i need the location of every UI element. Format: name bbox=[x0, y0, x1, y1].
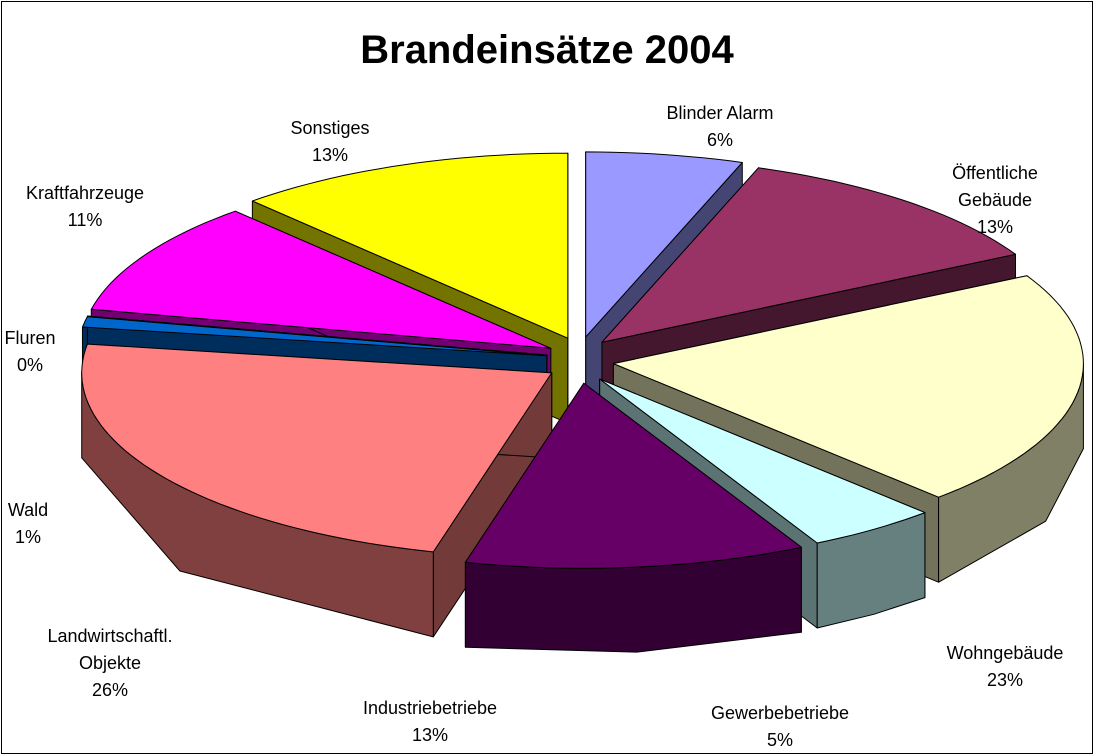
pie-slice bbox=[81, 343, 553, 638]
slice-label: Industriebetriebe bbox=[362, 698, 498, 718]
slice-value-label: 13% bbox=[311, 145, 349, 165]
slice-label: Gewerbebetriebe bbox=[710, 703, 850, 723]
slice-value-label: 11% bbox=[67, 210, 103, 230]
slice-label: Blinder Alarm bbox=[666, 103, 774, 123]
pie-slice bbox=[464, 382, 802, 653]
slice-top bbox=[601, 167, 1016, 343]
slice-value-label: 6% bbox=[706, 130, 733, 150]
slice-label: Wohngebäude bbox=[946, 643, 1064, 663]
slice-value-label: 13% bbox=[411, 725, 449, 745]
slice-value-label: 23% bbox=[986, 670, 1024, 690]
slice-label: Landwirtschaftl. Objekte bbox=[47, 626, 173, 673]
slice-label: Kraftfahrzeuge bbox=[25, 183, 145, 203]
slice-label: Wald bbox=[7, 500, 49, 520]
slice-value-label: 0% bbox=[16, 355, 43, 375]
slice-value-label: 26% bbox=[91, 680, 129, 700]
slice-top bbox=[251, 152, 569, 339]
slice-top bbox=[82, 316, 548, 357]
slice-label: Öffentliche Gebäude bbox=[952, 163, 1038, 210]
slice-top bbox=[612, 275, 1084, 498]
slice-value-label: 5% bbox=[766, 730, 793, 750]
slice-top bbox=[87, 315, 548, 356]
slice-top bbox=[599, 378, 926, 544]
slice-top bbox=[585, 151, 743, 338]
slice-label: Sonstiges bbox=[290, 118, 370, 138]
slice-label: Fluren bbox=[4, 328, 56, 348]
slice-top bbox=[81, 343, 553, 553]
slice-top bbox=[464, 382, 802, 569]
chart-title: Brandeinsätze 2004 bbox=[360, 28, 734, 72]
slice-top bbox=[90, 210, 552, 349]
slice-value-label: 13% bbox=[976, 217, 1014, 237]
slice-value-label: 1% bbox=[14, 527, 41, 547]
